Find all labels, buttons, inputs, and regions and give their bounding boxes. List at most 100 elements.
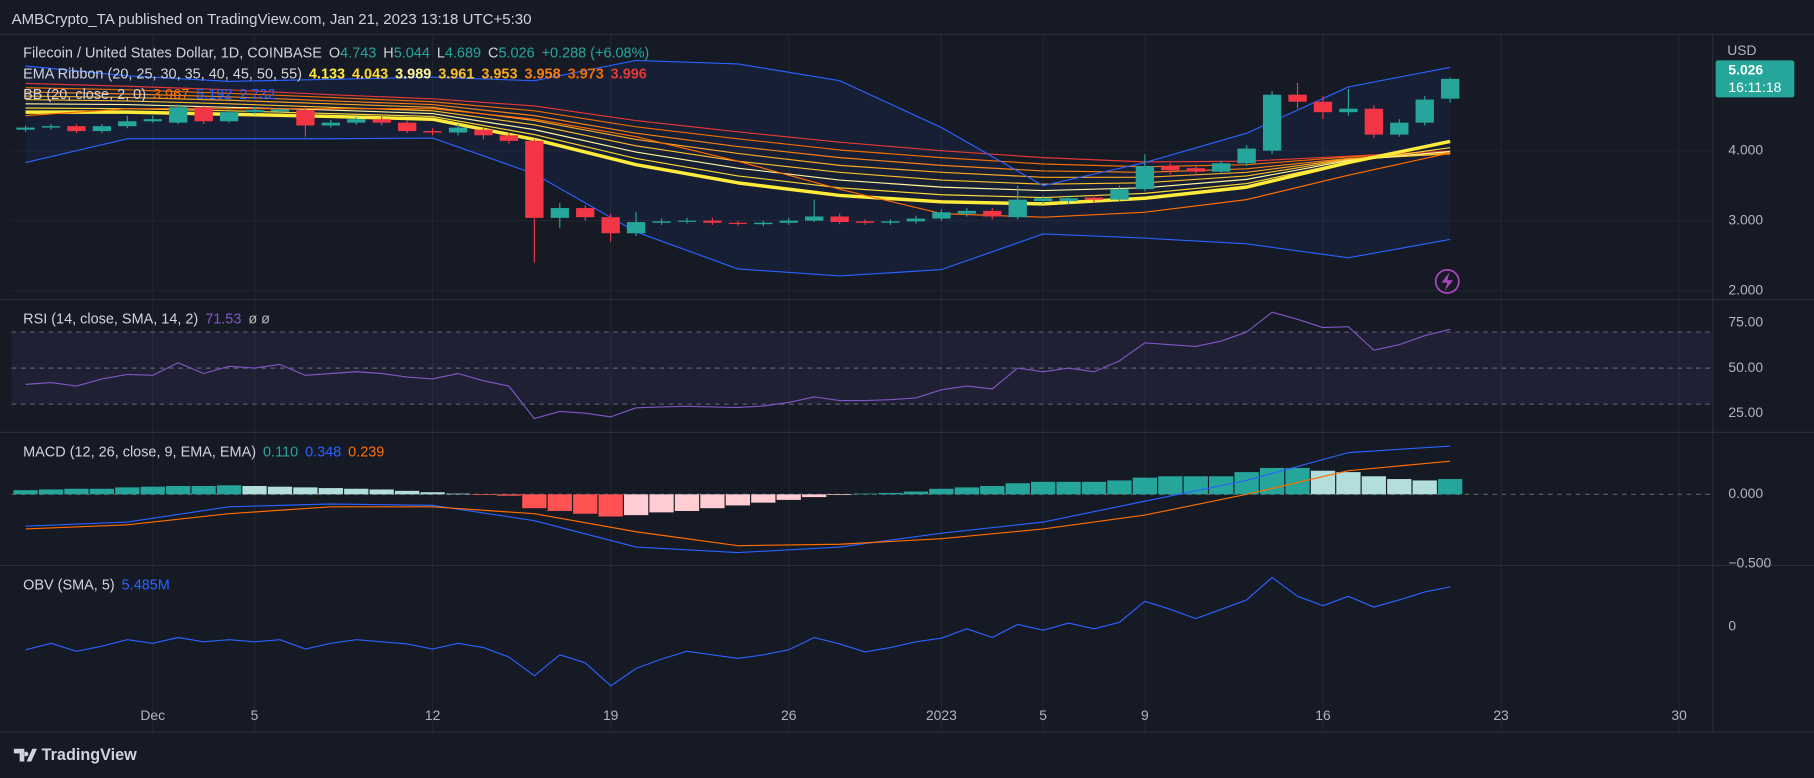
histogram-bar — [445, 493, 471, 495]
legend-item: 3.961 — [438, 66, 474, 82]
legend-item: 4.689 — [445, 45, 481, 61]
candle-body — [550, 208, 569, 218]
legend-item: BB (20, close, 2, 0) — [23, 87, 146, 103]
histogram-bar — [191, 485, 216, 495]
candle-body — [372, 119, 391, 123]
candle-body — [728, 222, 748, 224]
histogram-bar — [64, 488, 89, 495]
candle-body — [1008, 199, 1027, 218]
axes: Dec 5 12 19 26 2023 5 9 16 23 30 2.000 3.000 4.000 USD… — [140, 42, 1795, 723]
histogram-bar — [980, 485, 1005, 495]
legend-item: 3.953 — [481, 66, 517, 82]
histogram-bar — [776, 494, 801, 500]
histogram-bar — [1158, 476, 1183, 495]
candle-body — [754, 222, 773, 225]
histogram-bar — [725, 494, 751, 506]
legend-item: O — [329, 45, 340, 61]
histogram-bar — [903, 491, 929, 495]
ema-line — [25, 95, 1451, 178]
legend-item: 0.110 — [263, 444, 298, 460]
histogram-bar — [267, 486, 293, 495]
indicator-line — [25, 576, 1451, 687]
histogram-bar — [1183, 476, 1208, 495]
candle-body — [881, 221, 900, 223]
macd-line — [25, 445, 1451, 554]
x-tick-label: 5 — [251, 707, 259, 723]
x-tick-label: 2023 — [926, 707, 957, 723]
legend-item: MACD (12, 26, close, 9, EMA, EMA) — [23, 444, 256, 460]
candle-body — [805, 216, 824, 221]
legend-item: ø ø — [248, 311, 270, 327]
legend-item: 71.53 — [205, 311, 241, 327]
level-band — [11, 332, 1713, 405]
histogram-bar — [1005, 483, 1030, 495]
histogram-bar — [1438, 479, 1463, 495]
legend-item: 5.044 — [394, 45, 430, 61]
candle-body — [219, 112, 239, 122]
histogram-bar — [878, 492, 903, 495]
publish-info: AMBCrypto_TA published on TradingView.co… — [12, 11, 532, 28]
histogram-bar — [802, 494, 827, 498]
indicator-line — [25, 311, 1451, 420]
y-tick-label: 4.000 — [1728, 141, 1763, 157]
x-tick-label: 9 — [1141, 707, 1149, 723]
histogram-bar — [751, 494, 776, 503]
histogram-bar — [1132, 477, 1158, 495]
histogram-bar — [13, 490, 38, 495]
histogram-bar — [166, 485, 191, 495]
histogram-bar — [318, 488, 343, 495]
candle-body — [525, 140, 544, 218]
histogram-bar — [598, 494, 623, 517]
currency-label: USD — [1727, 42, 1756, 58]
histogram-bar — [496, 494, 522, 496]
histogram-bar — [522, 494, 547, 509]
brand-name: TradingView — [42, 746, 137, 764]
candle-body — [41, 126, 61, 128]
candle-body — [270, 109, 290, 112]
candle-body — [245, 110, 264, 113]
legend-item: 2.732 — [239, 87, 275, 103]
histogram-bar — [649, 494, 674, 513]
legend-item: OBV (SMA, 5) — [23, 577, 115, 593]
candle-body — [983, 210, 1002, 217]
x-tick-label: 26 — [781, 707, 797, 723]
histogram-bar — [471, 494, 496, 496]
candle-body — [1033, 198, 1053, 202]
legend: BB (20, close, 2, 0) 3.967 5.192 2.732 — [23, 87, 275, 103]
legend-item: 5.026 — [498, 45, 534, 61]
y-tick-label: 50.00 — [1728, 359, 1763, 375]
candle-body — [703, 220, 722, 223]
candle-body — [906, 218, 926, 222]
histogram-bar — [1412, 480, 1437, 495]
candle-body — [1288, 94, 1307, 102]
grid — [11, 34, 1713, 732]
histogram-bar — [1234, 472, 1259, 495]
candle-body — [1161, 166, 1180, 171]
candle-body — [92, 126, 112, 132]
candle-body — [1364, 108, 1384, 135]
alert-circle[interactable] — [1434, 268, 1460, 294]
legend-item: 3.967 — [153, 87, 189, 103]
histogram-bar — [674, 494, 700, 511]
histogram-bar — [827, 494, 852, 496]
candle-body — [448, 127, 468, 133]
candle-body — [957, 210, 976, 214]
histogram-bar — [38, 489, 64, 495]
histogram-bar — [344, 488, 369, 495]
histogram-bar — [1285, 467, 1310, 495]
candle-body — [601, 217, 620, 234]
y-tick-label: 3.000 — [1728, 211, 1763, 227]
legend-item: 5.485M — [122, 577, 170, 593]
x-tick-label: 5 — [1039, 707, 1047, 723]
legend-item: 3.989 — [395, 66, 431, 82]
legend-item: +0.288 (+6.08%) — [542, 45, 650, 61]
histogram-bar — [700, 494, 725, 509]
candle-body — [626, 222, 646, 234]
candle-body — [169, 107, 188, 123]
legend-item: 4.043 — [352, 66, 388, 82]
legend: EMA Ribbon (20, 25, 30, 35, 40, 45, 50, … — [23, 66, 647, 82]
alert-bolt[interactable] — [1441, 272, 1454, 291]
alert-icon[interactable] — [1434, 268, 1460, 294]
legend-item: L — [437, 45, 445, 61]
candle-body — [652, 221, 671, 223]
